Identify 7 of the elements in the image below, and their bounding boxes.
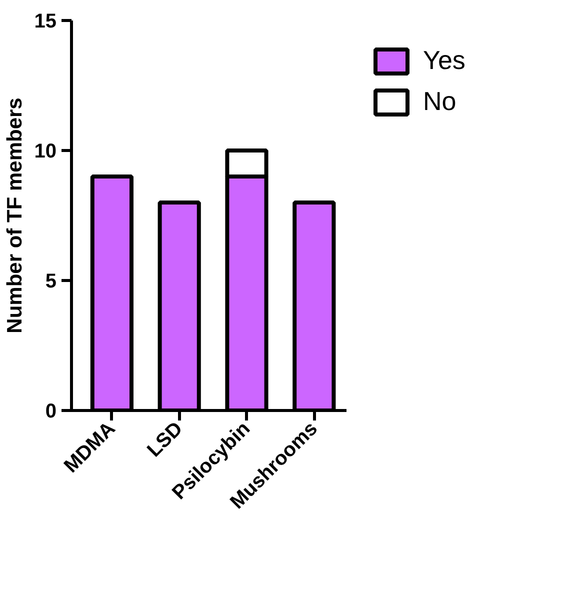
- legend-label: No: [423, 86, 456, 117]
- y-tick-label: 15: [34, 10, 57, 32]
- y-tick-label: 0: [45, 400, 56, 422]
- y-axis-title: Number of TF members: [3, 98, 26, 334]
- y-tick-label: 5: [45, 270, 56, 292]
- y-tick-label: 10: [34, 140, 57, 162]
- legend-label: Yes: [423, 45, 466, 76]
